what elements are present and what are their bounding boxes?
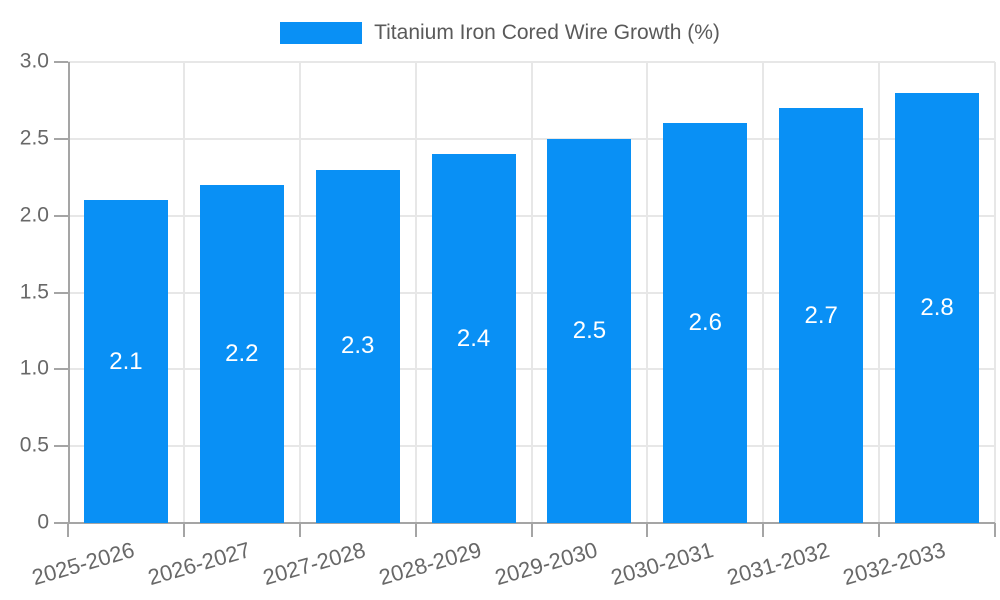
x-tick-mark <box>646 523 649 537</box>
x-tick-label: 2030-2031 <box>608 537 717 591</box>
y-tick-label: 2.5 <box>19 126 49 150</box>
x-tick-mark <box>182 523 185 537</box>
y-tick-label: 0 <box>37 510 49 534</box>
x-tick-label: 2026-2027 <box>144 537 253 591</box>
x-tick-mark <box>994 523 996 537</box>
x-tick-label: 2027-2028 <box>260 537 369 591</box>
x-tick-label: 2029-2030 <box>492 537 601 591</box>
legend-label: Titanium Iron Cored Wire Growth (%) <box>374 21 720 44</box>
bar <box>663 123 748 523</box>
y-tick-mark <box>54 137 68 140</box>
x-gridline <box>530 62 533 523</box>
bar <box>199 184 284 523</box>
x-tick-mark <box>67 523 69 537</box>
bar-value-label: 2.6 <box>688 309 722 337</box>
x-gridline <box>298 62 301 523</box>
x-tick-label: 2031-2032 <box>724 537 833 591</box>
y-tick-label: 0.5 <box>19 433 49 457</box>
bar <box>315 169 400 523</box>
bar <box>547 138 632 523</box>
x-tick-mark <box>298 523 301 537</box>
bar-value-label: 2.1 <box>109 347 143 375</box>
bar <box>895 92 980 523</box>
bar-value-label: 2.2 <box>225 339 259 367</box>
y-tick-mark <box>54 61 68 63</box>
x-tick-label: 2025-2026 <box>28 537 137 591</box>
y-tick-label: 1.5 <box>19 280 49 304</box>
y-tick-label: 2.0 <box>19 203 49 227</box>
x-gridline <box>182 62 185 523</box>
legend-swatch <box>280 22 363 44</box>
bar-value-label: 2.4 <box>456 324 491 352</box>
x-tick-mark <box>414 523 417 537</box>
bar-value-label: 2.7 <box>804 301 838 329</box>
x-gridline <box>414 62 417 523</box>
y-tick-mark <box>54 214 68 217</box>
x-tick-mark <box>530 523 533 537</box>
x-gridline <box>646 62 649 523</box>
x-axis-line <box>54 522 995 524</box>
y-tick-mark <box>54 445 68 448</box>
bar-value-label: 2.3 <box>341 332 375 360</box>
x-gridline <box>762 62 765 523</box>
y-tick-label: 3.0 <box>19 49 49 73</box>
y-tick-mark <box>54 291 68 294</box>
bar <box>83 200 168 523</box>
x-gridline <box>878 62 881 523</box>
x-tick-mark <box>762 523 765 537</box>
y-tick-mark <box>54 368 68 371</box>
x-gridline <box>994 62 996 523</box>
x-tick-label: 2028-2029 <box>376 537 485 591</box>
bar <box>431 154 516 523</box>
bar-value-label: 2.5 <box>572 316 607 344</box>
bar-value-label: 2.8 <box>920 293 954 321</box>
x-tick-mark <box>878 523 881 537</box>
y-tick-label: 1.0 <box>19 356 49 380</box>
y-axis-line <box>68 62 70 523</box>
bar <box>779 108 864 523</box>
x-tick-label: 2032-2033 <box>839 537 948 591</box>
chart-legend: Titanium Iron Cored Wire Growth (%) <box>0 21 1000 45</box>
